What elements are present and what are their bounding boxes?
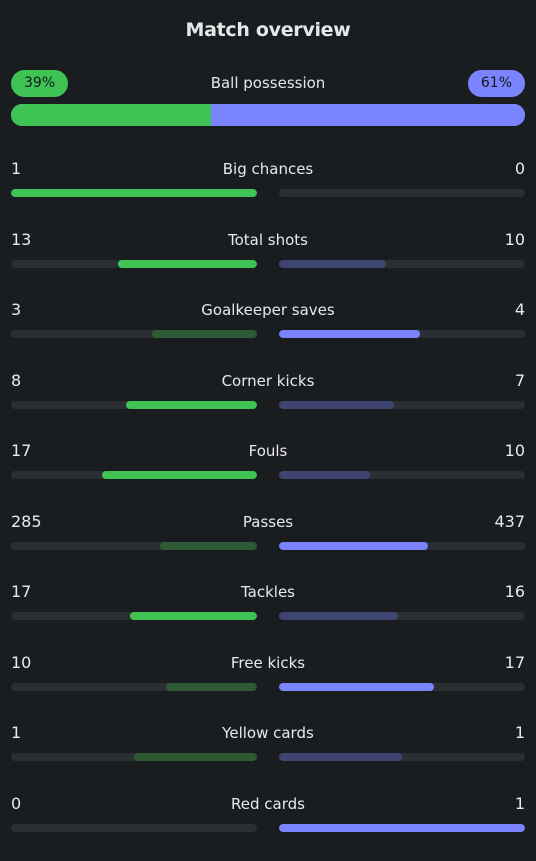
stat-label: Free kicks [11, 652, 525, 674]
stat-home-track [11, 189, 257, 197]
stat-away-value: 437 [494, 511, 525, 533]
stat-away-value: 16 [505, 581, 525, 603]
stat-away-value: 10 [505, 440, 525, 462]
stat-label: Yellow cards [11, 722, 525, 744]
stat-away-track [279, 471, 525, 479]
stat-away-fill [279, 753, 402, 761]
stat-away-fill [279, 612, 398, 620]
stat-home-fill [118, 260, 257, 268]
stat-away-value: 7 [515, 370, 525, 392]
stat-home-fill [11, 189, 257, 197]
stat-away-value: 10 [505, 229, 525, 251]
home-possession-badge: 39% [11, 70, 68, 97]
stat-away-fill [279, 824, 525, 832]
stat-home-fill [130, 612, 257, 620]
stat-home-track [11, 824, 257, 832]
stat-home-fill [126, 401, 257, 409]
stat-home-track [11, 471, 257, 479]
away-possession-fill [211, 104, 525, 126]
home-possession-fill [11, 104, 211, 126]
stat-away-track [279, 753, 525, 761]
stat-away-fill [279, 401, 394, 409]
stat-away-value: 1 [515, 793, 525, 815]
stat-home-fill [160, 542, 257, 550]
stat-home-fill [102, 471, 257, 479]
stat-home-fill [152, 330, 257, 338]
stat-label: Total shots [11, 229, 525, 251]
stat-label: Goalkeeper saves [11, 299, 525, 321]
stat-home-track [11, 542, 257, 550]
stat-home-track [11, 260, 257, 268]
stat-home-fill [134, 753, 257, 761]
stat-label: Fouls [11, 440, 525, 462]
stat-home-fill [166, 683, 257, 691]
stat-away-fill [279, 542, 428, 550]
stat-away-track [279, 189, 525, 197]
ball-possession-header: Ball possession 39% 61% [11, 70, 525, 97]
stat-away-fill [279, 260, 386, 268]
stat-away-track [279, 401, 525, 409]
stat-label: Corner kicks [11, 370, 525, 392]
stat-away-value: 1 [515, 722, 525, 744]
stat-away-value: 0 [515, 158, 525, 180]
stat-away-track [279, 612, 525, 620]
match-overview-title: Match overview [0, 19, 536, 41]
stat-away-fill [279, 471, 370, 479]
stat-home-track [11, 753, 257, 761]
stat-label: Red cards [11, 793, 525, 815]
stat-label: Big chances [11, 158, 525, 180]
stat-away-track [279, 542, 525, 550]
stat-home-track [11, 330, 257, 338]
stat-away-fill [279, 330, 420, 338]
stat-away-track [279, 824, 525, 832]
stat-home-track [11, 612, 257, 620]
stat-away-track [279, 330, 525, 338]
ball-possession-bar [11, 104, 525, 126]
stat-home-track [11, 683, 257, 691]
stat-label: Passes [11, 511, 525, 533]
stat-away-track [279, 260, 525, 268]
stat-away-value: 17 [505, 652, 525, 674]
stat-home-track [11, 401, 257, 409]
stat-away-fill [279, 683, 434, 691]
stat-label: Tackles [11, 581, 525, 603]
ball-possession-label: Ball possession [11, 70, 525, 97]
stat-away-value: 4 [515, 299, 525, 321]
stat-away-track [279, 683, 525, 691]
away-possession-badge: 61% [468, 70, 525, 97]
